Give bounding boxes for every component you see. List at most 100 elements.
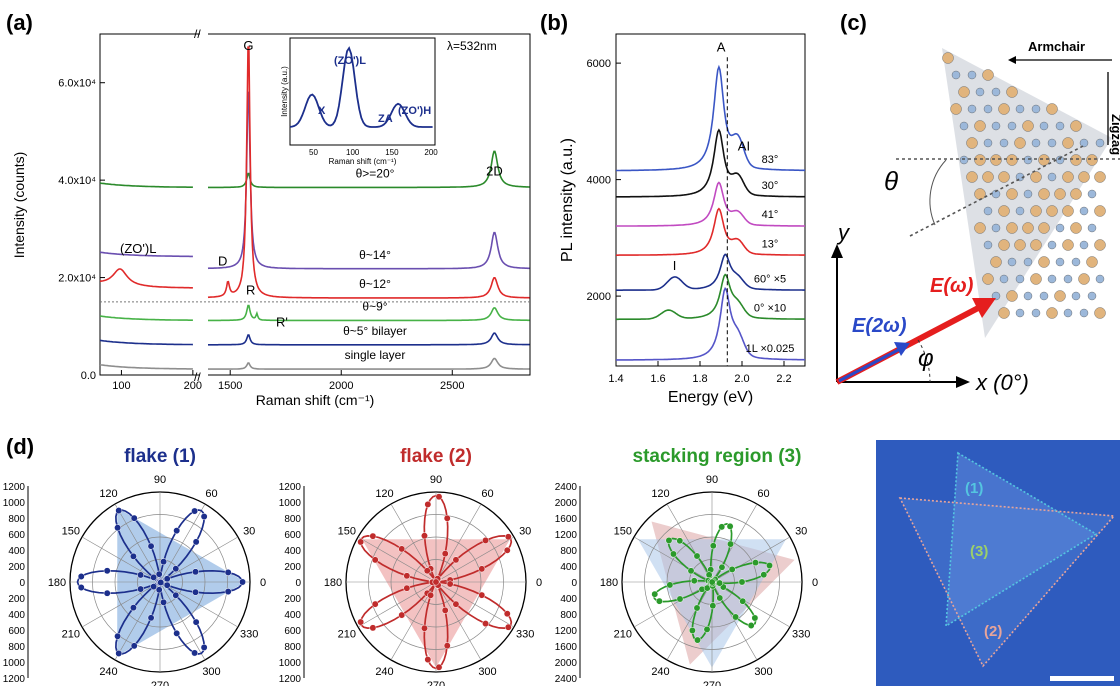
atom	[1023, 291, 1033, 301]
atom	[1087, 223, 1097, 233]
polar-angle-label: 210	[62, 629, 80, 641]
atom	[1047, 274, 1057, 284]
atom	[1022, 222, 1034, 234]
peak-label-zo: (ZO')L	[120, 241, 156, 256]
atom-lattice	[942, 52, 1106, 319]
atom	[1038, 188, 1050, 200]
x-tick-label: 200	[184, 380, 202, 392]
polar-angle-label: 270	[427, 680, 445, 686]
polar-spoke	[357, 581, 437, 628]
polar-angle-label: 30	[243, 526, 255, 538]
atom	[1031, 138, 1041, 148]
atom	[1015, 308, 1025, 318]
theta-arc	[929, 159, 947, 226]
data-point	[446, 580, 454, 588]
panel-label-b: (b)	[540, 10, 568, 35]
flake-1-region	[946, 453, 1096, 626]
data-point	[77, 573, 85, 580]
atom	[1046, 307, 1058, 319]
polar-charts: flake (1)9060300330300270240210180150120…	[3, 446, 818, 686]
polar-angle-label: 300	[754, 666, 772, 678]
atom	[998, 171, 1010, 183]
data-point	[424, 500, 432, 508]
inset-peak-label: ZA	[378, 113, 393, 125]
polar-angle-label: 270	[703, 680, 721, 686]
atom	[1055, 257, 1065, 267]
data-point	[357, 538, 365, 546]
polar-title: flake (2)	[400, 446, 472, 467]
peak-label-i: I	[673, 258, 677, 273]
polar-angle-label: 210	[338, 629, 356, 641]
polar-angle-label: 90	[430, 474, 442, 486]
series-line-right	[208, 332, 530, 346]
data-point	[173, 527, 181, 535]
data-point	[129, 604, 137, 612]
atom	[1054, 188, 1066, 200]
data-point	[192, 568, 199, 576]
polar-radial-tick: 2000	[555, 658, 578, 669]
atom	[990, 154, 1002, 166]
atom	[1087, 189, 1097, 199]
data-point	[665, 536, 673, 544]
data-point	[738, 578, 746, 586]
data-point	[655, 597, 663, 605]
polar-radial-tick: 800	[284, 514, 301, 525]
data-point	[432, 578, 440, 586]
inset-x-title: Raman shift (cm⁻¹)	[329, 157, 397, 166]
y-tick-label: 6000	[587, 58, 611, 70]
arrowhead-icon	[972, 298, 996, 318]
data-point	[192, 618, 200, 626]
data-point	[435, 493, 443, 501]
atom	[991, 223, 1001, 233]
atom	[1031, 104, 1041, 114]
atom	[983, 138, 993, 148]
data-point	[482, 536, 490, 544]
atom	[967, 70, 977, 80]
atom	[1047, 240, 1057, 250]
atom	[1015, 206, 1025, 216]
data-point	[766, 562, 773, 569]
region-1-label: (1)	[965, 480, 983, 497]
data-point	[478, 591, 486, 599]
atom	[1062, 239, 1074, 251]
atom	[983, 104, 993, 114]
polar-title: stacking region (3)	[633, 446, 802, 467]
atom	[942, 52, 954, 64]
plot-frame	[615, 33, 806, 367]
polar-spoke	[114, 503, 161, 583]
atom	[1079, 206, 1089, 216]
polar-radial-tick: 1200	[555, 530, 578, 541]
arrowhead-icon	[956, 376, 970, 388]
data-point	[398, 611, 406, 619]
atom	[998, 239, 1010, 251]
polar-angle-label: 180	[324, 577, 342, 589]
inset-frame	[289, 37, 436, 146]
data-point	[137, 585, 145, 593]
axis-break-gap	[200, 32, 208, 377]
atom	[1062, 171, 1074, 183]
atom	[1030, 171, 1042, 183]
data-point	[173, 629, 181, 637]
polar-angle-label: 210	[614, 629, 632, 641]
polar-angle-label: 300	[202, 666, 220, 678]
x-tick-label: 1.4	[608, 373, 623, 385]
polar-spoke	[633, 536, 713, 583]
atom	[1006, 86, 1018, 98]
y-axis-label: y	[836, 220, 851, 245]
y-axis-title: PL intensity (a.u.)	[559, 138, 576, 262]
data-point	[503, 610, 511, 618]
data-point	[191, 649, 199, 657]
y-tick-label: 2000	[587, 291, 611, 303]
polar-spoke	[81, 536, 161, 583]
atom	[1094, 171, 1106, 183]
e-2omega-label: E(2ω)	[852, 315, 907, 337]
atom	[998, 307, 1010, 319]
atom	[1070, 188, 1082, 200]
atom	[974, 154, 986, 166]
atom	[1006, 222, 1018, 234]
axis-break-mark: //	[194, 27, 201, 41]
polar-radial-tick: 1000	[279, 498, 302, 509]
peak-label-r-prime: R'	[276, 314, 288, 329]
series-label: 41°	[762, 209, 779, 221]
